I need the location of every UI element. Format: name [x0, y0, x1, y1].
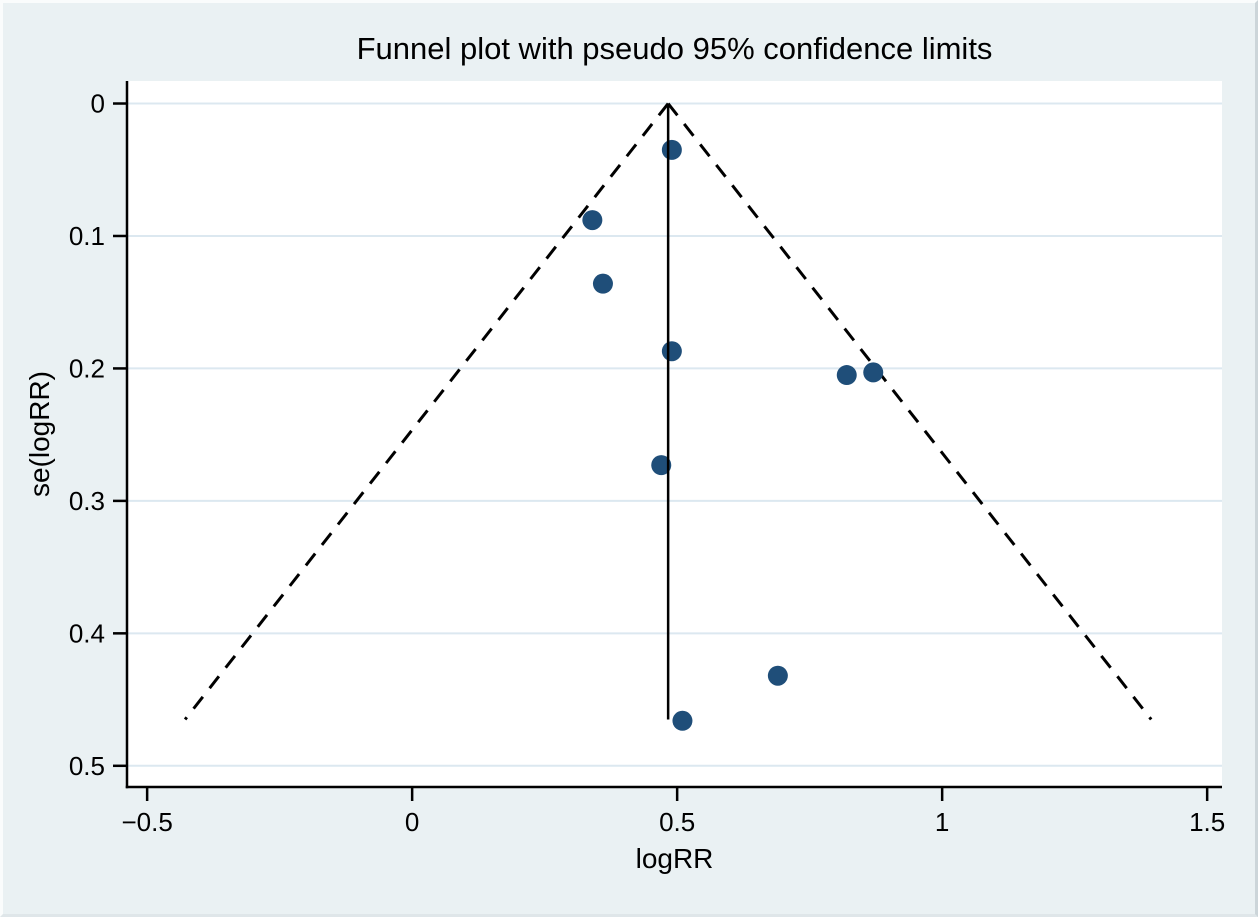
y-tick-label: 0.2 [69, 353, 105, 383]
funnel-limit-left [183, 102, 670, 721]
funnel-limit-right [666, 102, 1153, 721]
y-tick-label: 0.3 [69, 486, 105, 516]
data-point [661, 341, 682, 362]
data-point [661, 139, 682, 160]
chart-title: Funnel plot with pseudo 95% confidence l… [356, 31, 993, 66]
data-point [836, 365, 857, 386]
y-axis-label: se(logRR) [24, 370, 55, 498]
y-tick-label: 0.1 [69, 221, 105, 251]
x-tick-label: 0.5 [659, 807, 695, 837]
x-axis-label: logRR [635, 843, 714, 874]
data-point [592, 273, 613, 294]
data-point [672, 710, 693, 731]
x-tick-label: −0.5 [121, 807, 172, 837]
data-point [582, 210, 603, 231]
y-tick-label: 0.5 [69, 751, 105, 781]
data-point [767, 665, 788, 686]
plot-area [127, 81, 1222, 787]
data-point [863, 362, 884, 383]
x-tick-label: 0 [405, 807, 419, 837]
y-tick-label: 0 [91, 89, 105, 119]
y-tick-label: 0.4 [69, 618, 105, 648]
x-tick-label: 1.5 [1189, 807, 1225, 837]
data-point [651, 455, 672, 476]
x-tick-label: 1 [935, 807, 949, 837]
